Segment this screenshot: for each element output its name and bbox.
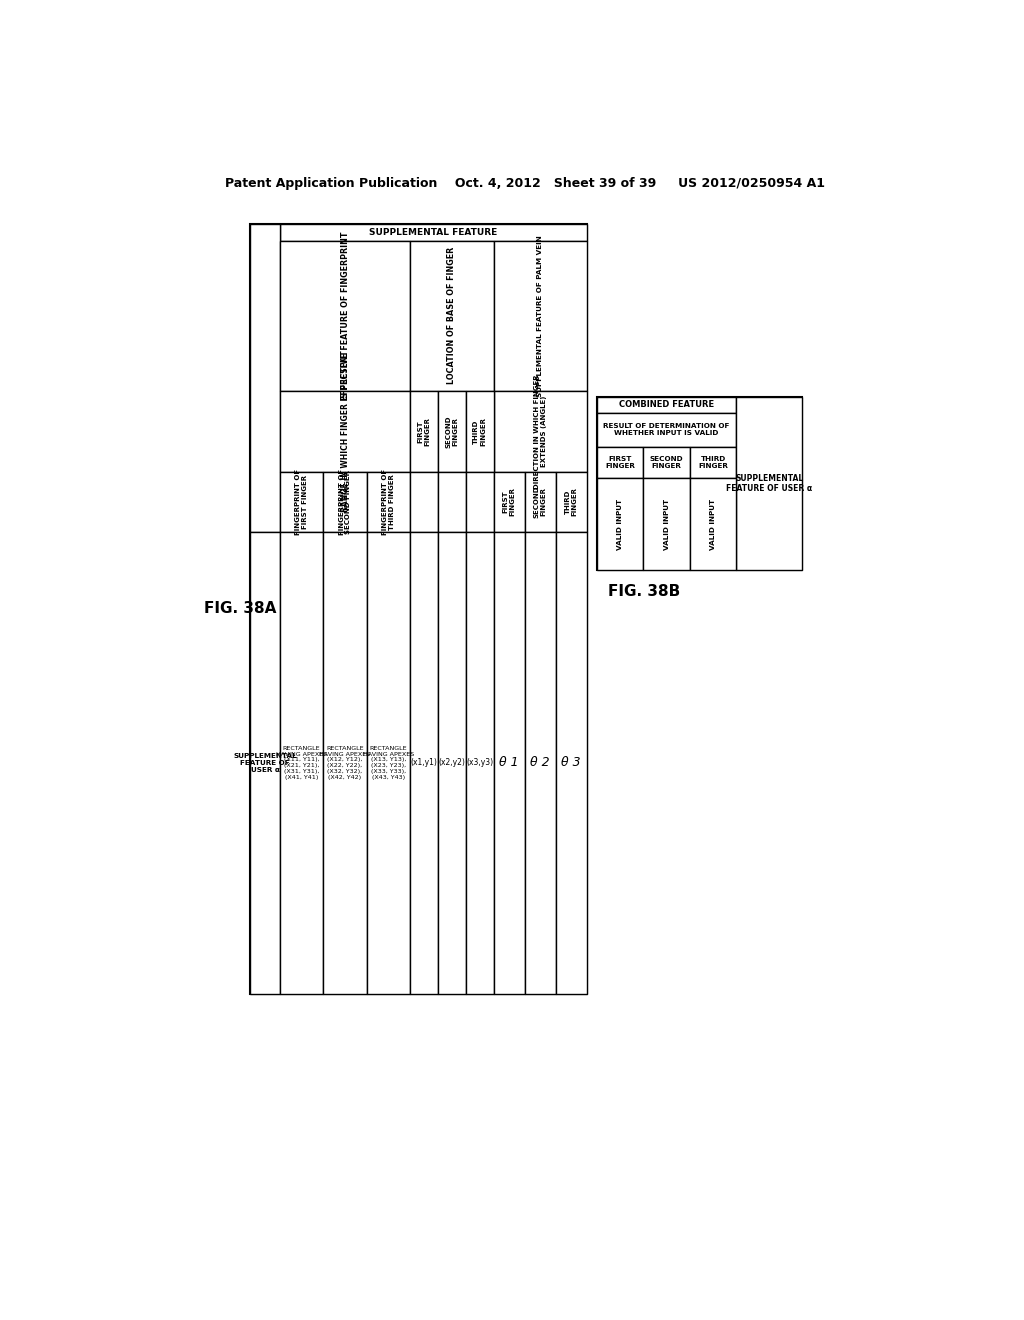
Bar	[466, 532, 494, 994]
Bar	[556, 471, 587, 532]
Bar	[410, 471, 438, 532]
Text: VALID INPUT: VALID INPUT	[710, 499, 716, 549]
Text: RECTANGLE
HAVING APEXES
(X12, Y12),
(X22, Y22),
(X32, Y32),
(X42, Y42): RECTANGLE HAVING APEXES (X12, Y12), (X22…	[319, 746, 371, 780]
Bar	[280, 532, 324, 994]
Text: (x3,y3): (x3,y3)	[466, 759, 494, 767]
Text: RECTANGLE
HAVING APEXES
(X11, Y11),
(X21, Y21),
(X31, Y31),
(X41, Y41): RECTANGLE HAVING APEXES (X11, Y11), (X21…	[276, 746, 328, 780]
Bar	[438, 471, 466, 532]
Text: SUPPLEMENTAL FEATURE: SUPPLEMENTAL FEATURE	[370, 228, 498, 236]
Text: (x2,y2): (x2,y2)	[438, 759, 465, 767]
Text: SECOND
FINGER: SECOND FINGER	[445, 414, 459, 447]
Bar	[736, 397, 802, 570]
Text: VALID INPUT: VALID INPUT	[664, 499, 670, 549]
Bar	[494, 532, 524, 994]
Bar	[597, 447, 643, 478]
Text: SUPPLEMENTAL FEATURE OF PALM VEIN: SUPPLEMENTAL FEATURE OF PALM VEIN	[538, 235, 544, 397]
Text: SUPPLEMENTAL
FEATURE OF USER α: SUPPLEMENTAL FEATURE OF USER α	[726, 474, 812, 494]
Bar	[410, 532, 438, 994]
Text: VALID INPUT: VALID INPUT	[617, 499, 624, 549]
Bar	[251, 224, 280, 532]
Bar	[324, 471, 367, 532]
Text: FINGERPRINT OF
FIRST FINGER: FINGERPRINT OF FIRST FINGER	[295, 469, 308, 535]
Text: EFFECTIVE FEATURE OF FINGERPRINT: EFFECTIVE FEATURE OF FINGERPRINT	[341, 231, 349, 400]
Bar	[410, 391, 438, 471]
Bar	[280, 224, 587, 240]
Bar	[280, 471, 324, 532]
Bar	[494, 471, 524, 532]
Text: SECOND
FINGER: SECOND FINGER	[650, 455, 683, 469]
Bar	[251, 532, 280, 994]
Text: RECTANGLE
HAVING APEXES
(X13, Y13),
(X23, Y23),
(X33, Y33),
(X43, Y43): RECTANGLE HAVING APEXES (X13, Y13), (X23…	[362, 746, 414, 780]
Text: FIRST
FINGER: FIRST FINGER	[605, 455, 635, 469]
Bar	[280, 240, 410, 391]
Bar	[367, 532, 410, 994]
Bar	[494, 391, 587, 471]
Text: LOCATION OF BASE OF FINGER: LOCATION OF BASE OF FINGER	[447, 247, 457, 384]
Bar	[494, 240, 587, 391]
Bar	[597, 397, 736, 412]
Bar	[438, 391, 466, 471]
Bar	[280, 391, 410, 471]
Bar	[466, 391, 494, 471]
Text: RANGE IN WHICH FINGER IS PRESENT: RANGE IN WHICH FINGER IS PRESENT	[341, 351, 349, 512]
Bar	[410, 240, 494, 391]
Text: SUPPLEMENTAL
FEATURE OF
USER α: SUPPLEMENTAL FEATURE OF USER α	[233, 752, 297, 772]
Text: COMBINED FEATURE: COMBINED FEATURE	[620, 400, 714, 409]
Text: (x1,y1): (x1,y1)	[411, 759, 437, 767]
Bar	[597, 397, 802, 570]
Text: THIRD
FINGER: THIRD FINGER	[473, 417, 486, 446]
Text: FIRST
FINGER: FIRST FINGER	[503, 487, 516, 516]
Text: SECOND
FINGER: SECOND FINGER	[534, 486, 547, 517]
Bar	[597, 413, 736, 447]
Bar	[643, 447, 690, 478]
Text: FINGERPRINT OF
THIRD FINGER: FINGERPRINT OF THIRD FINGER	[382, 469, 395, 535]
Bar	[524, 532, 556, 994]
Text: Patent Application Publication    Oct. 4, 2012   Sheet 39 of 39     US 2012/0250: Patent Application Publication Oct. 4, 2…	[225, 177, 824, 190]
Bar	[597, 478, 643, 570]
Text: FIRST
FINGER: FIRST FINGER	[418, 417, 430, 446]
Text: θ 2: θ 2	[530, 756, 550, 770]
Text: THIRD
FINGER: THIRD FINGER	[698, 455, 728, 469]
Text: θ 3: θ 3	[561, 756, 581, 770]
Text: FIG. 38A: FIG. 38A	[204, 602, 276, 616]
Bar	[690, 447, 736, 478]
Text: θ 1: θ 1	[500, 756, 519, 770]
Bar	[367, 471, 410, 532]
Bar	[438, 532, 466, 994]
Text: DIRECTION IN WHICH FINGER
EXTENDS (ANGLE): DIRECTION IN WHICH FINGER EXTENDS (ANGLE…	[534, 374, 547, 488]
Bar	[524, 471, 556, 532]
Bar	[324, 532, 367, 994]
Bar	[690, 478, 736, 570]
Bar	[556, 532, 587, 994]
Bar	[251, 224, 587, 994]
Text: THIRD
FINGER: THIRD FINGER	[565, 487, 578, 516]
Bar	[466, 471, 494, 532]
Bar	[643, 478, 690, 570]
Text: RESULT OF DETERMINATION OF
WHETHER INPUT IS VALID: RESULT OF DETERMINATION OF WHETHER INPUT…	[603, 424, 730, 437]
Text: FINGERPRINT OF
SECOND FINGER: FINGERPRINT OF SECOND FINGER	[339, 469, 351, 535]
Text: FIG. 38B: FIG. 38B	[608, 585, 681, 599]
